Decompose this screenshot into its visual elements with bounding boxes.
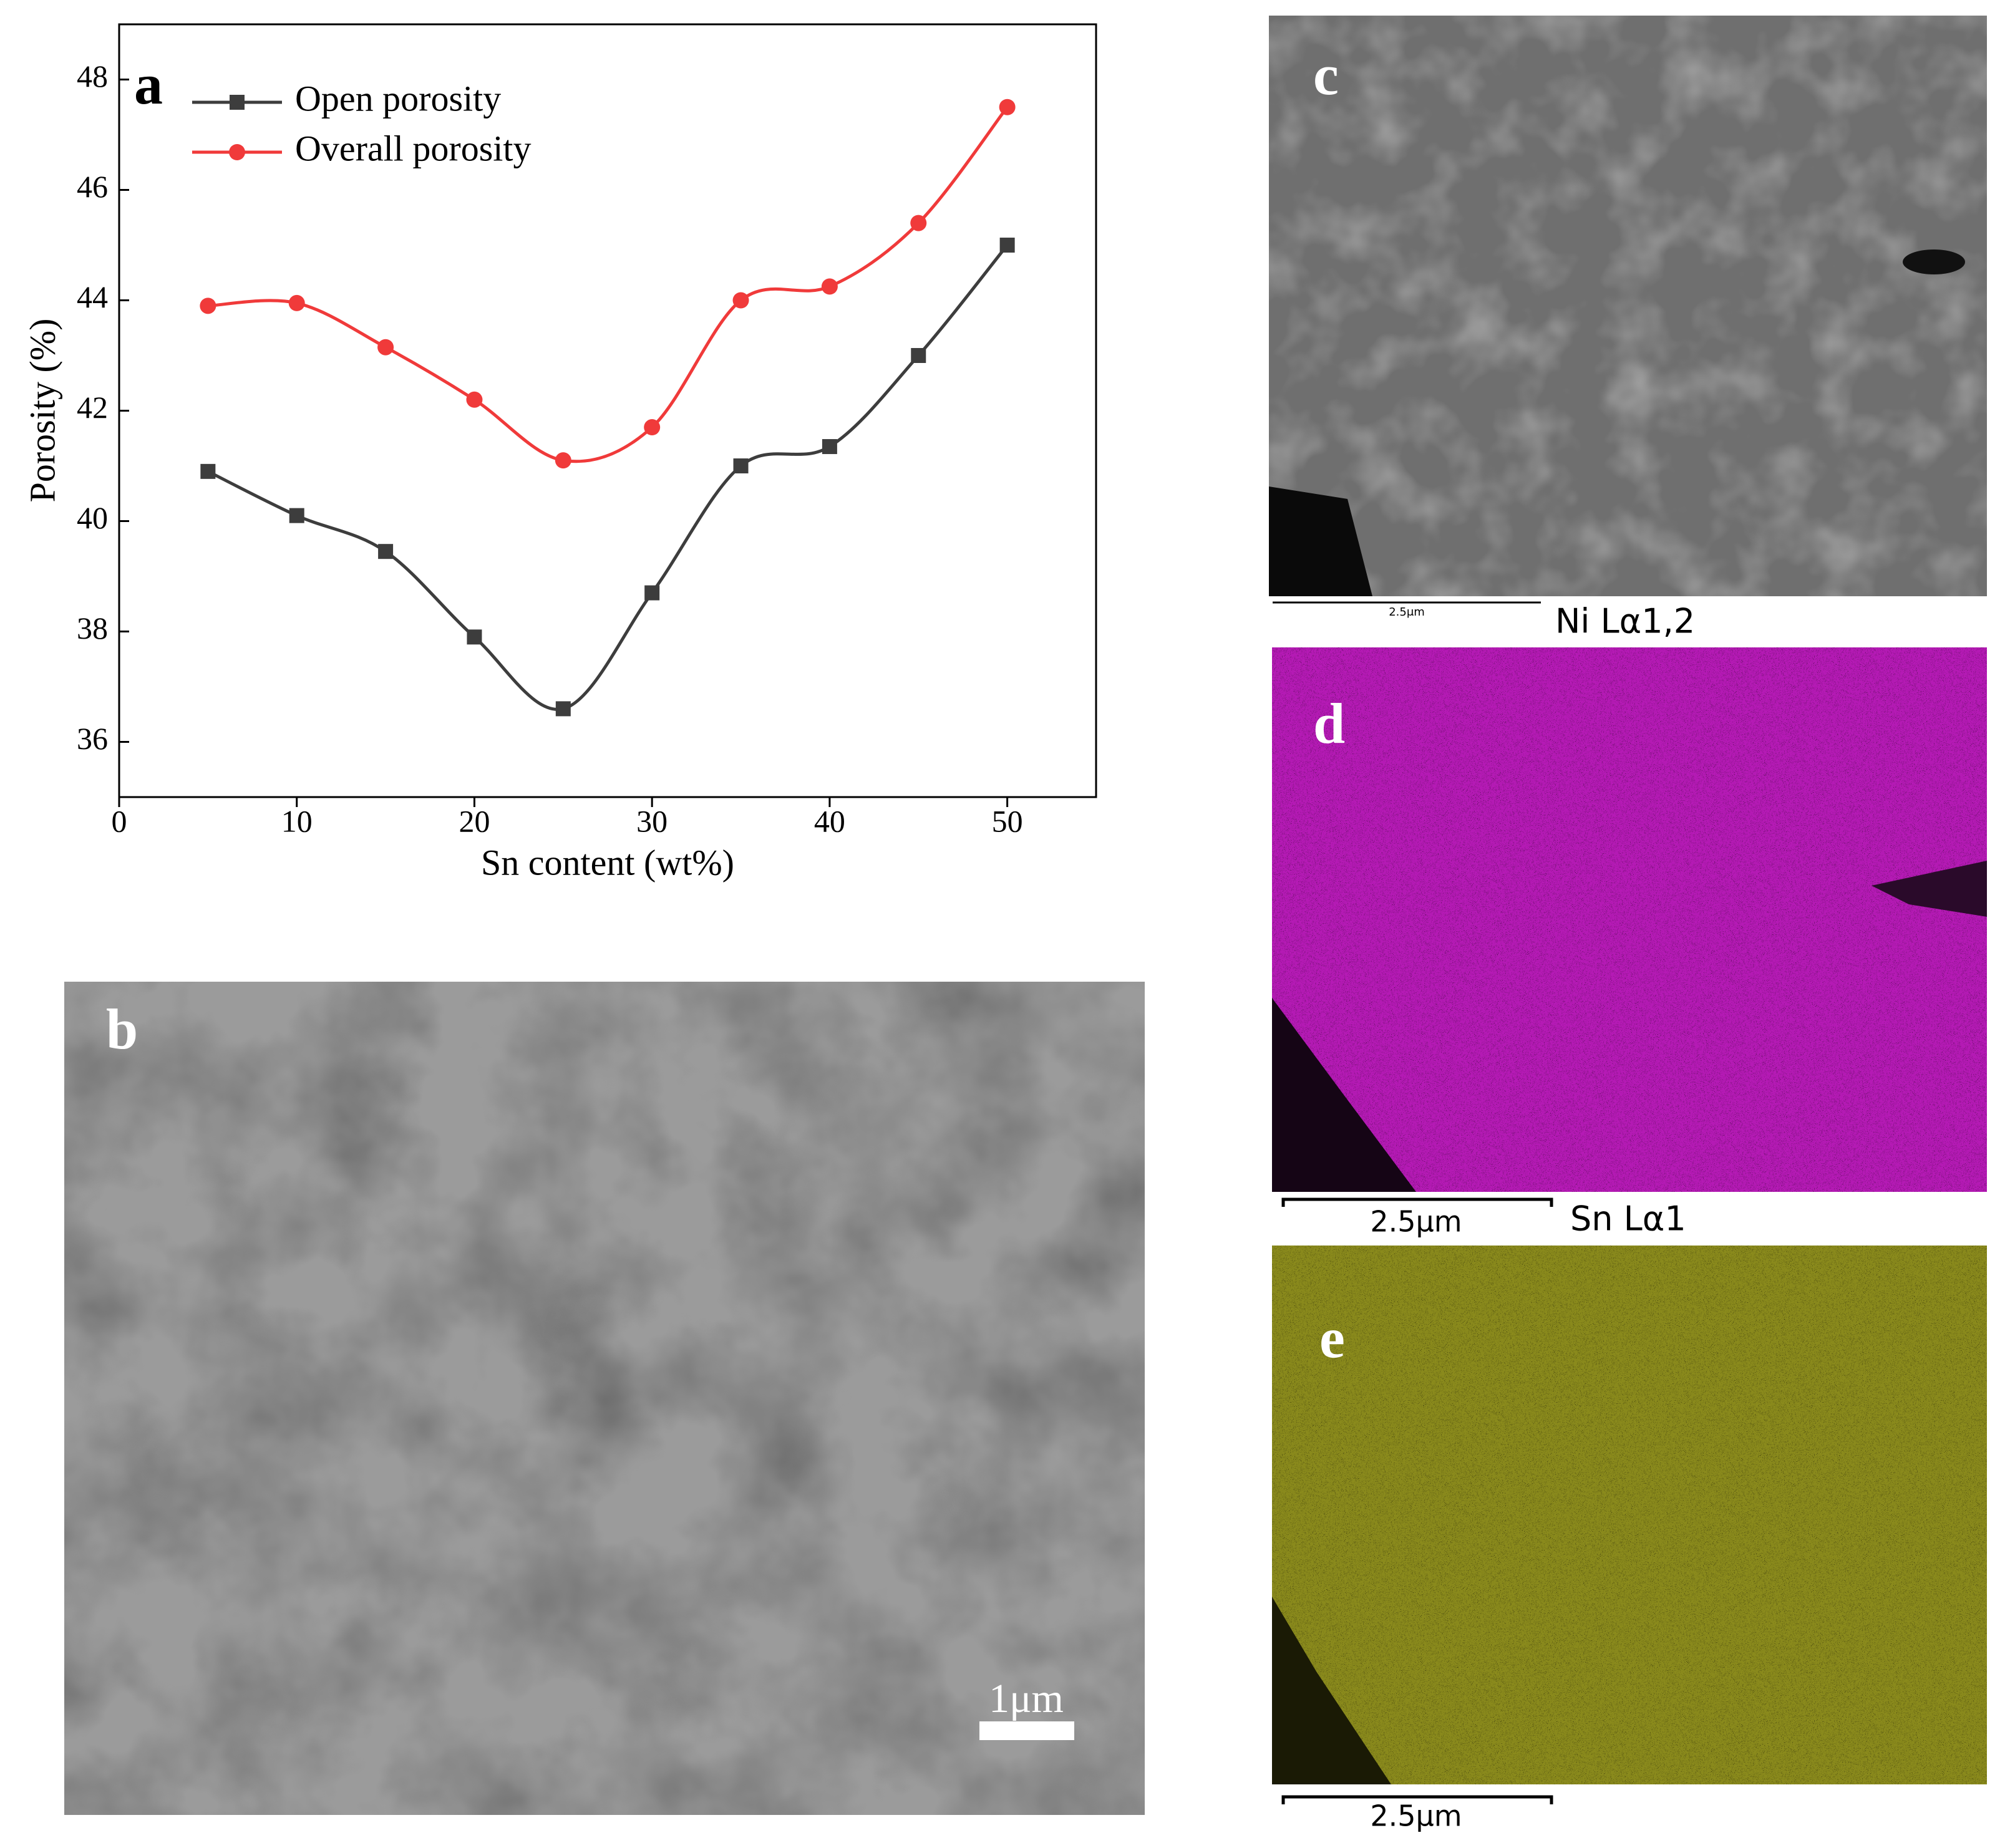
map-title: Ni Lα1,2	[1555, 602, 1695, 641]
legend-marker	[229, 144, 245, 160]
y-tick-label: 48	[77, 59, 108, 94]
eds-map-d	[1272, 647, 1987, 1207]
eds-map-e	[1272, 1246, 1987, 1804]
marker	[555, 701, 571, 717]
scale-bar-label: 1μm	[989, 1676, 1064, 1721]
y-tick-label: 46	[77, 169, 108, 204]
marker	[911, 348, 926, 363]
x-tick-label: 20	[459, 803, 490, 838]
x-tick-label: 40	[814, 803, 845, 838]
marker	[732, 292, 749, 309]
map-title: Sn Lα1	[1570, 1199, 1686, 1239]
series-line	[208, 106, 1009, 463]
y-tick-label: 44	[77, 279, 108, 314]
scale-bar-label: 2.5μm	[1370, 1799, 1462, 1833]
y-tick-label: 38	[77, 611, 108, 646]
marker	[200, 463, 216, 479]
panel-label: d	[1313, 692, 1345, 755]
scale-bar-label: 2.5μm	[1389, 606, 1425, 619]
sem-image-c	[1269, 16, 1987, 604]
x-axis-title: Sn content (wt%)	[481, 842, 734, 883]
panel-label: e	[1319, 1306, 1345, 1370]
y-tick-label: 40	[77, 500, 108, 535]
marker	[200, 298, 216, 314]
marker	[910, 215, 927, 231]
marker	[999, 99, 1016, 115]
y-tick-label: 42	[77, 390, 108, 425]
plot-frame	[118, 23, 1097, 798]
y-tick-label: 36	[77, 721, 108, 756]
panel-label: b	[106, 997, 138, 1061]
marker	[555, 452, 571, 469]
marker	[822, 439, 837, 455]
marker	[288, 294, 305, 311]
legend-label: Overall porosity	[295, 128, 532, 168]
marker	[821, 278, 838, 295]
marker	[378, 544, 394, 559]
marker	[467, 629, 482, 645]
x-tick-label: 50	[992, 803, 1023, 838]
legend-marker	[230, 95, 245, 110]
x-tick-label: 10	[281, 803, 313, 838]
sem-image-b	[64, 982, 1145, 1815]
marker	[644, 419, 661, 436]
legend-label: Open porosity	[295, 78, 501, 119]
x-tick-label: 0	[112, 803, 127, 838]
panel-label: c	[1313, 43, 1339, 107]
y-axis-title: Porosity (%)	[22, 319, 62, 503]
marker	[999, 238, 1015, 253]
x-tick-label: 30	[636, 803, 668, 838]
scale-bar-label: 2.5μm	[1370, 1205, 1462, 1239]
marker	[644, 585, 660, 601]
marker	[289, 508, 304, 523]
panel-label: a	[134, 52, 163, 116]
marker	[377, 339, 394, 356]
marker	[733, 458, 749, 473]
series-line	[207, 244, 1009, 711]
marker	[466, 391, 483, 408]
